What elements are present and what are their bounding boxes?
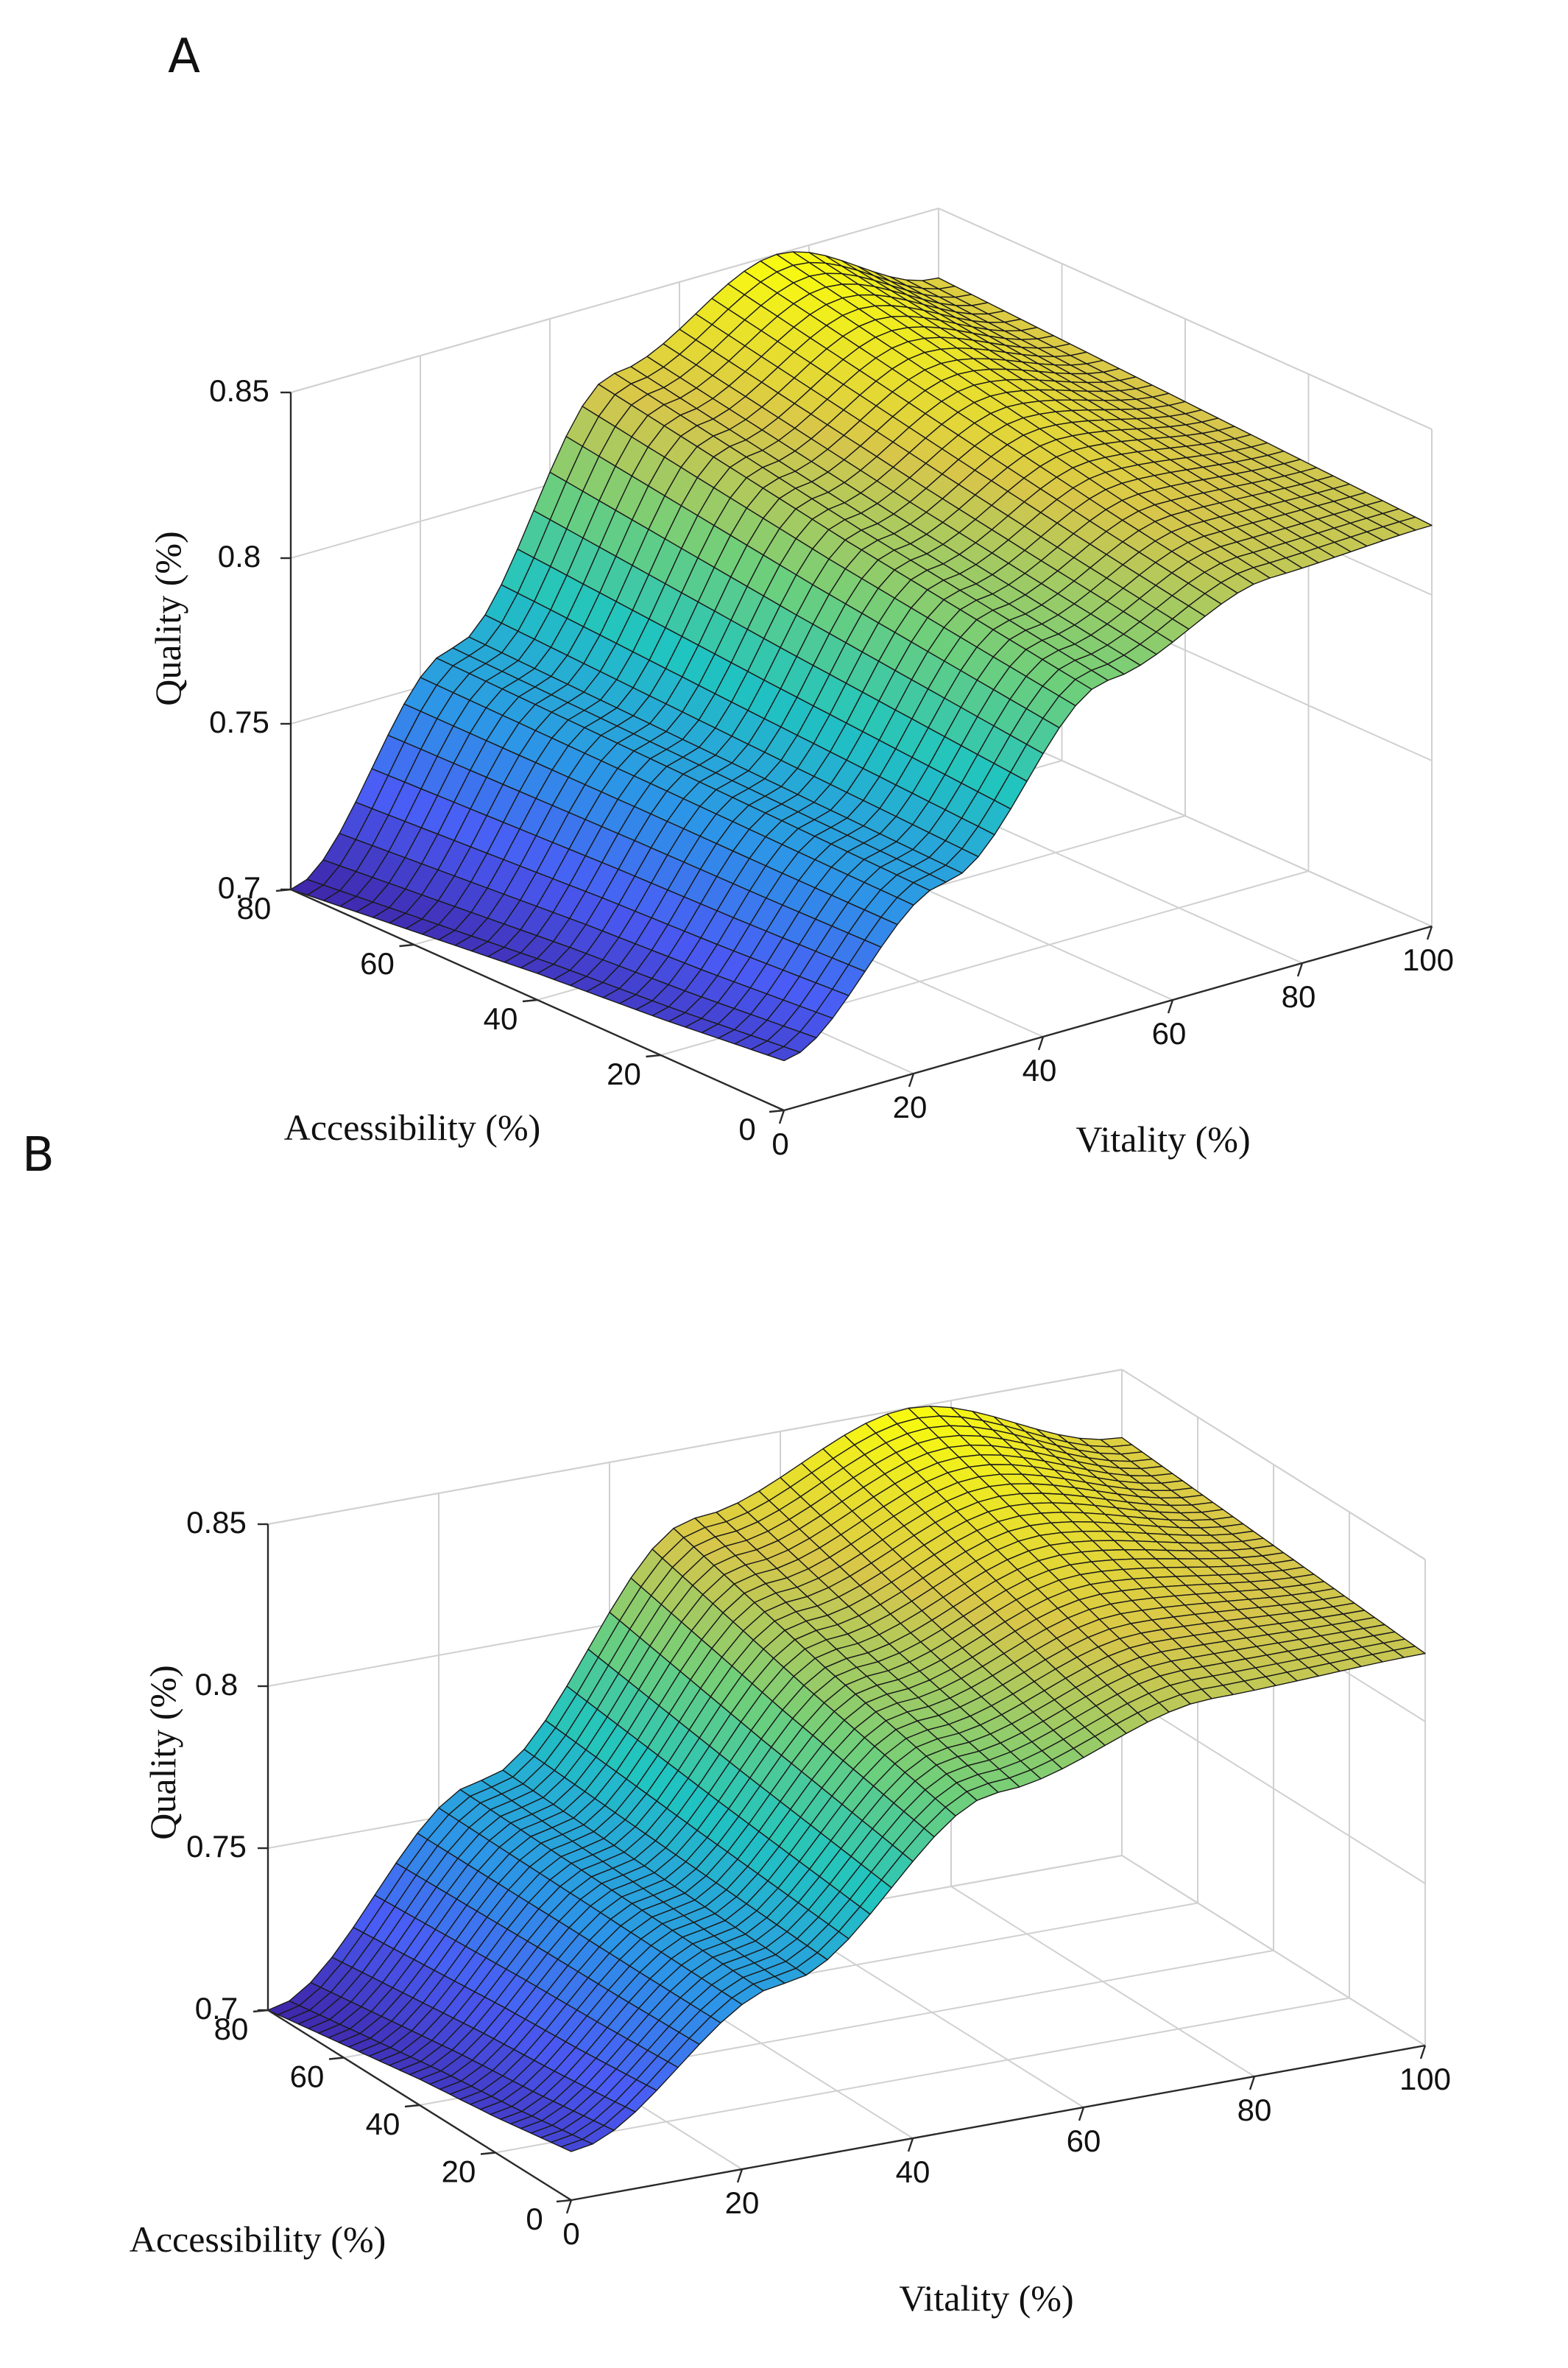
panel-label-b: B <box>22 1128 54 1183</box>
quality-tick-label: 0.7 <box>195 1991 238 2026</box>
vitality-tick-mark <box>1296 962 1304 977</box>
panel-label-a: A <box>168 29 200 84</box>
panel-b-quality-label: Quality (%) <box>142 1665 183 1839</box>
box-edge-back <box>938 208 1433 430</box>
box-edge-back <box>1121 1369 1426 1560</box>
panel-b-vitality-label: Vitality (%) <box>899 2277 1073 2319</box>
vitality-tick-mark <box>907 2138 914 2152</box>
accessibility-tick-label: 20 <box>607 1057 641 1091</box>
accessibility-tick-mark <box>522 998 538 1003</box>
quality-tick-label: 0.7 <box>218 870 261 905</box>
vitality-tick-label: 100 <box>1399 2062 1451 2096</box>
vitality-tick-mark <box>1078 2107 1085 2121</box>
panel-a-axes <box>275 391 1433 1124</box>
accessibility-tick-mark <box>399 943 414 948</box>
vitality-tick-mark <box>1249 2076 1256 2090</box>
accessibility-tick-label: 0 <box>738 1112 755 1146</box>
vitality-axis-line <box>571 2044 1426 2202</box>
vitality-tick-mark <box>778 1110 785 1124</box>
panel-a-vitality-label: Vitality (%) <box>1076 1118 1250 1160</box>
vitality-tick-mark <box>1419 2045 1427 2059</box>
panel-b-accessibility-label: Accessibility (%) <box>130 2219 386 2260</box>
panel-a-quality-label: Quality (%) <box>147 531 188 705</box>
vitality-tick-mark <box>908 1073 915 1088</box>
accessibility-tick-mark <box>556 2199 572 2203</box>
vitality-tick-label: 100 <box>1402 942 1454 977</box>
accessibility-tick-label: 40 <box>484 1001 518 1036</box>
surface-patch <box>560 2138 593 2152</box>
accessibility-tick-label: 60 <box>290 2059 325 2094</box>
gridline-side-z <box>1121 1693 1426 1884</box>
vitality-tick-label: 80 <box>1237 2093 1272 2127</box>
vitality-tick-mark <box>1167 999 1174 1014</box>
vitality-tick-label: 40 <box>1023 1053 1057 1088</box>
panel-b-axes <box>252 1523 1427 2214</box>
surface-patch <box>767 1046 801 1062</box>
accessibility-tick-label: 0 <box>526 2202 543 2236</box>
accessibility-tick-label: 80 <box>214 2012 249 2046</box>
panel-a-surface <box>290 251 1433 1062</box>
accessibility-tick-mark <box>404 2104 420 2108</box>
accessibility-tick-mark <box>646 1054 661 1058</box>
accessibility-tick-mark <box>328 2057 345 2060</box>
gridline-side-z <box>1121 1855 1426 2046</box>
vitality-tick-label: 80 <box>1282 979 1316 1014</box>
vitality-tick-mark <box>1037 1036 1045 1051</box>
quality-tick-label: 0.75 <box>186 1829 247 1864</box>
gridline-floor-y <box>495 1997 1350 2154</box>
vitality-tick-mark <box>565 2199 573 2214</box>
vitality-tick-label: 0 <box>771 1127 788 1161</box>
accessibility-tick-label: 40 <box>366 2107 400 2141</box>
quality-tick-label: 0.75 <box>209 705 269 739</box>
vitality-tick-label: 60 <box>1067 2124 1101 2158</box>
accessibility-tick-label: 60 <box>360 946 395 981</box>
panel-a-accessibility-label: Accessibility (%) <box>284 1107 541 1148</box>
vitality-axis-line <box>783 925 1433 1112</box>
accessibility-tick-label: 20 <box>442 2154 476 2189</box>
vitality-tick-label: 40 <box>896 2154 930 2189</box>
vitality-tick-label: 20 <box>725 2185 760 2220</box>
vitality-tick-label: 20 <box>893 1090 928 1124</box>
accessibility-tick-mark <box>480 2152 496 2155</box>
quality-tick-label: 0.8 <box>218 539 261 574</box>
box-edge-back <box>267 1369 1123 1525</box>
box-edge-back <box>290 208 939 393</box>
quality-tick-label: 0.85 <box>209 373 269 408</box>
quality-tick-label: 0.85 <box>186 1505 247 1540</box>
vitality-tick-mark <box>736 2168 744 2183</box>
accessibility-tick-label: 80 <box>237 891 272 926</box>
quality-tick-label: 0.8 <box>195 1667 238 1702</box>
accessibility-tick-mark <box>769 1109 785 1113</box>
vitality-tick-mark <box>1426 926 1433 940</box>
vitality-tick-label: 60 <box>1152 1016 1187 1051</box>
panel-b-surface <box>267 1406 1426 2152</box>
vitality-tick-label: 0 <box>562 2216 579 2251</box>
